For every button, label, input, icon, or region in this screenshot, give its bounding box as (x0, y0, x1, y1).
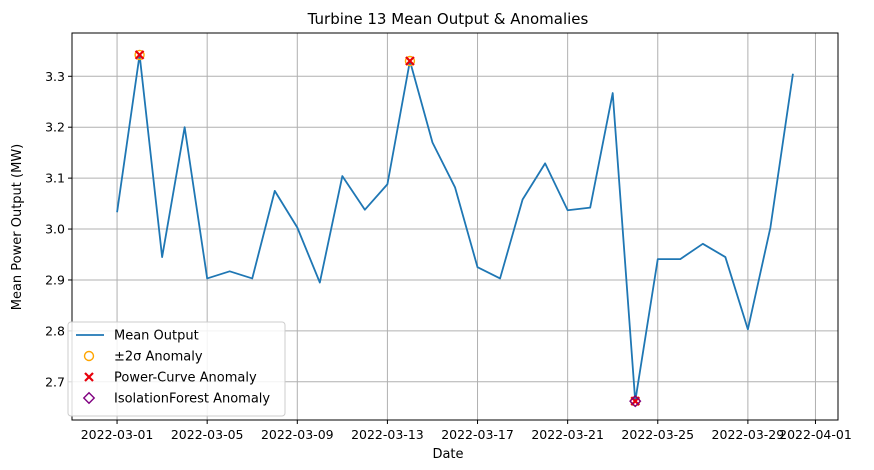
mean-output-point (453, 185, 457, 189)
series-layer (115, 49, 795, 408)
mean-output-point (363, 208, 367, 212)
x-tick-label: 2022-03-05 (171, 427, 244, 442)
anomaly-marker (629, 394, 642, 408)
mean-output-point (250, 276, 254, 280)
mean-output-point (746, 327, 750, 331)
y-tick-label: 3.3 (45, 69, 65, 84)
mean-output-point (318, 281, 322, 285)
anomaly-marker (404, 55, 416, 67)
series-0 (115, 54, 795, 403)
legend-item: Power-Curve Anomaly (84, 371, 257, 386)
x-tick-label: 2022-03-25 (621, 427, 694, 442)
mean-output-point (273, 189, 277, 193)
mean-output-point (498, 276, 502, 280)
x-tick-label: 2022-03-29 (712, 427, 785, 442)
legend-label: ±2σ Anomaly (114, 350, 203, 365)
y-tick-label: 3.0 (45, 222, 65, 237)
mean-output-point (656, 257, 660, 261)
legend: Mean Output ±2σ Anomaly Power-Curve Anomal… (67, 321, 286, 417)
y-tick-label: 2.7 (45, 374, 65, 389)
mean-output-point (791, 72, 795, 76)
legend-item: ±2σ Anomaly (83, 350, 203, 365)
mean-output-point (588, 206, 592, 210)
y-tick-label: 2.8 (45, 323, 65, 338)
mean-output-point (115, 210, 119, 214)
anomaly-marker-stroke (405, 56, 415, 66)
x-tick-label: 2022-03-01 (81, 427, 154, 442)
anomaly-marker (134, 49, 145, 61)
mean-output-point (476, 265, 480, 269)
plot-frame (71, 32, 839, 421)
series-3 (629, 394, 642, 408)
anomaly-marker (134, 50, 145, 60)
mean-output-point (566, 208, 570, 212)
legend-item: IsolationForest Anomaly (82, 391, 270, 407)
mean-output-point (768, 226, 772, 230)
legend-swatch (82, 391, 96, 405)
legend-box (67, 321, 286, 417)
mean-output-point (295, 226, 299, 230)
x-tick-label: 2022-03-09 (261, 427, 334, 442)
y-tick-label: 3.1 (45, 171, 65, 186)
mean-output-point (723, 255, 727, 259)
legend-swatch-stroke (84, 372, 94, 382)
anomaly-marker-stroke (134, 50, 145, 60)
y-axis-ticks: 2.7 2.8 2.9 3.0 3.1 3.2 3.3 (45, 69, 72, 389)
x-tick-label: 2022-03-13 (351, 427, 424, 442)
x-axis-ticks: 2022-03-01 2022-03-05 2022-03-09 2022-03-13… (81, 420, 852, 442)
mean-output-point (183, 125, 187, 129)
anomaly-marker (405, 56, 415, 66)
y-tick-label: 2.9 (45, 272, 65, 287)
mean-output-point (611, 91, 615, 95)
mean-output-point (385, 182, 389, 186)
legend-swatch (84, 372, 94, 382)
legend-swatch (83, 350, 95, 362)
legend-item: Mean Output (76, 329, 199, 344)
y-tick-label: 3.2 (45, 120, 65, 135)
mean-output-point (228, 269, 232, 273)
mean-output-point (340, 174, 344, 178)
mean-output-point (430, 140, 434, 144)
mean-output-point (701, 242, 705, 246)
mean-output-point (678, 257, 682, 261)
mean-output-point (160, 255, 164, 259)
x-tick-label: 2022-03-21 (531, 427, 604, 442)
mean-output-line (116, 54, 794, 403)
x-tick-label: 2022-04-01 (779, 427, 852, 442)
legend-label: Mean Output (114, 329, 199, 344)
mean-output-point (521, 198, 525, 202)
legend-label: IsolationForest Anomaly (114, 392, 270, 407)
y-axis-label: Mean Power Output (MW) (10, 144, 25, 311)
x-tick-label: 2022-03-17 (441, 427, 514, 442)
mean-output-point (205, 276, 209, 280)
chart-title: Turbine 13 Mean Output & Anomalies (307, 10, 589, 28)
legend-label: Power-Curve Anomaly (114, 371, 257, 386)
x-axis-label: Date (432, 447, 463, 462)
mean-output-point (543, 161, 547, 165)
